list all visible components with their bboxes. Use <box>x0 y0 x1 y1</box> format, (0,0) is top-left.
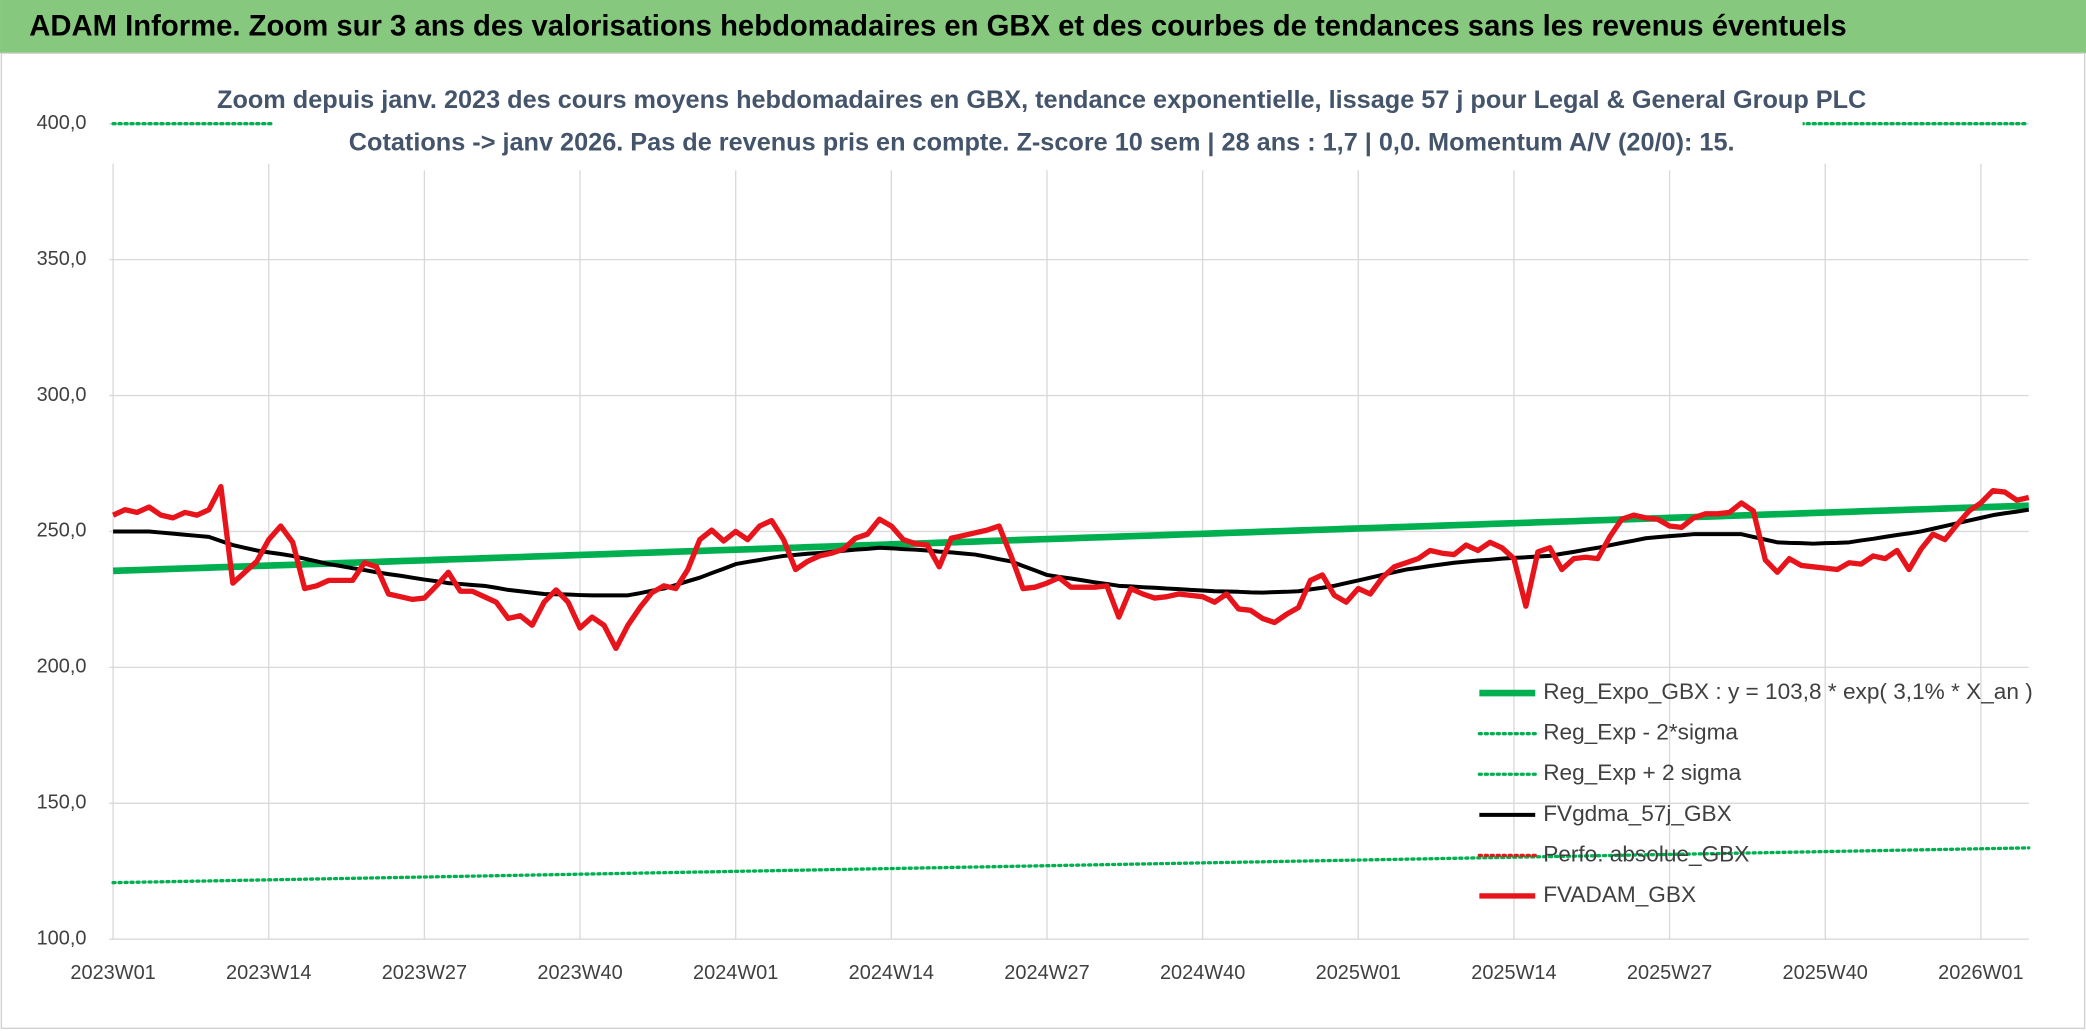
x-tick-label: 2025W40 <box>1783 962 1868 984</box>
header-title: ADAM Informe. Zoom sur 3 ans des valoris… <box>29 11 1846 43</box>
chart-subtitle: Cotations -> janv 2026. Pas de revenus p… <box>349 128 1735 156</box>
series-line <box>112 502 2029 575</box>
x-tick-label: 2023W01 <box>70 962 155 984</box>
x-tick-label: 2023W27 <box>382 962 467 984</box>
y-tick-label: 350,0 <box>37 248 87 270</box>
x-tick-label: 2023W40 <box>537 962 622 984</box>
series-line <box>113 507 2030 598</box>
x-tick-label: 2023W14 <box>226 962 311 984</box>
y-tick-label: 250,0 <box>37 520 87 542</box>
chart-title: Zoom depuis janv. 2023 des cours moyens … <box>217 86 1866 114</box>
x-tick-label: 2025W01 <box>1316 962 1401 984</box>
plot-area: 100,0 150,0 200,0 250,0 300,0 350,0 400,0 2023W… <box>37 112 2031 984</box>
x-tick-label: 2025W27 <box>1627 962 1712 984</box>
x-tick-label: 2024W40 <box>1160 962 1245 984</box>
x-tick-label: 2024W14 <box>849 962 934 984</box>
x-tick-label: 2026W01 <box>1938 962 2023 984</box>
y-tick-label: 100,0 <box>37 927 87 949</box>
legend-label: Reg_Exp - 2*sigma <box>1543 720 1738 745</box>
legend: Reg_Expo_GBX : y = 103,8 * exp( 3,1% * X… <box>1477 679 2033 907</box>
y-tick-label: 150,0 <box>37 792 87 814</box>
legend-label: Reg_Expo_GBX : y = 103,8 * exp( 3,1% * X… <box>1543 679 2033 704</box>
header-bar <box>0 0 2086 54</box>
y-tick-label: 200,0 <box>37 656 87 678</box>
x-tick-label: 2024W01 <box>693 962 778 984</box>
legend-label: FVgdma_57j_GBX <box>1543 801 1732 826</box>
title-box <box>272 79 1803 171</box>
y-tick-label: 400,0 <box>37 112 87 134</box>
legend-label: FVADAM_GBX <box>1543 882 1696 907</box>
x-tick-label: 2024W27 <box>1004 962 1089 984</box>
legend-label: Reg_Exp + 2 sigma <box>1543 760 1741 785</box>
chart-frame <box>0 52 2086 1030</box>
series-line <box>111 846 2031 885</box>
legend-label: Perfo. absolue_GBX <box>1543 841 1749 866</box>
x-tick-label: 2025W14 <box>1471 962 1556 984</box>
y-tick-label: 300,0 <box>37 384 87 406</box>
series-line <box>112 483 2030 652</box>
